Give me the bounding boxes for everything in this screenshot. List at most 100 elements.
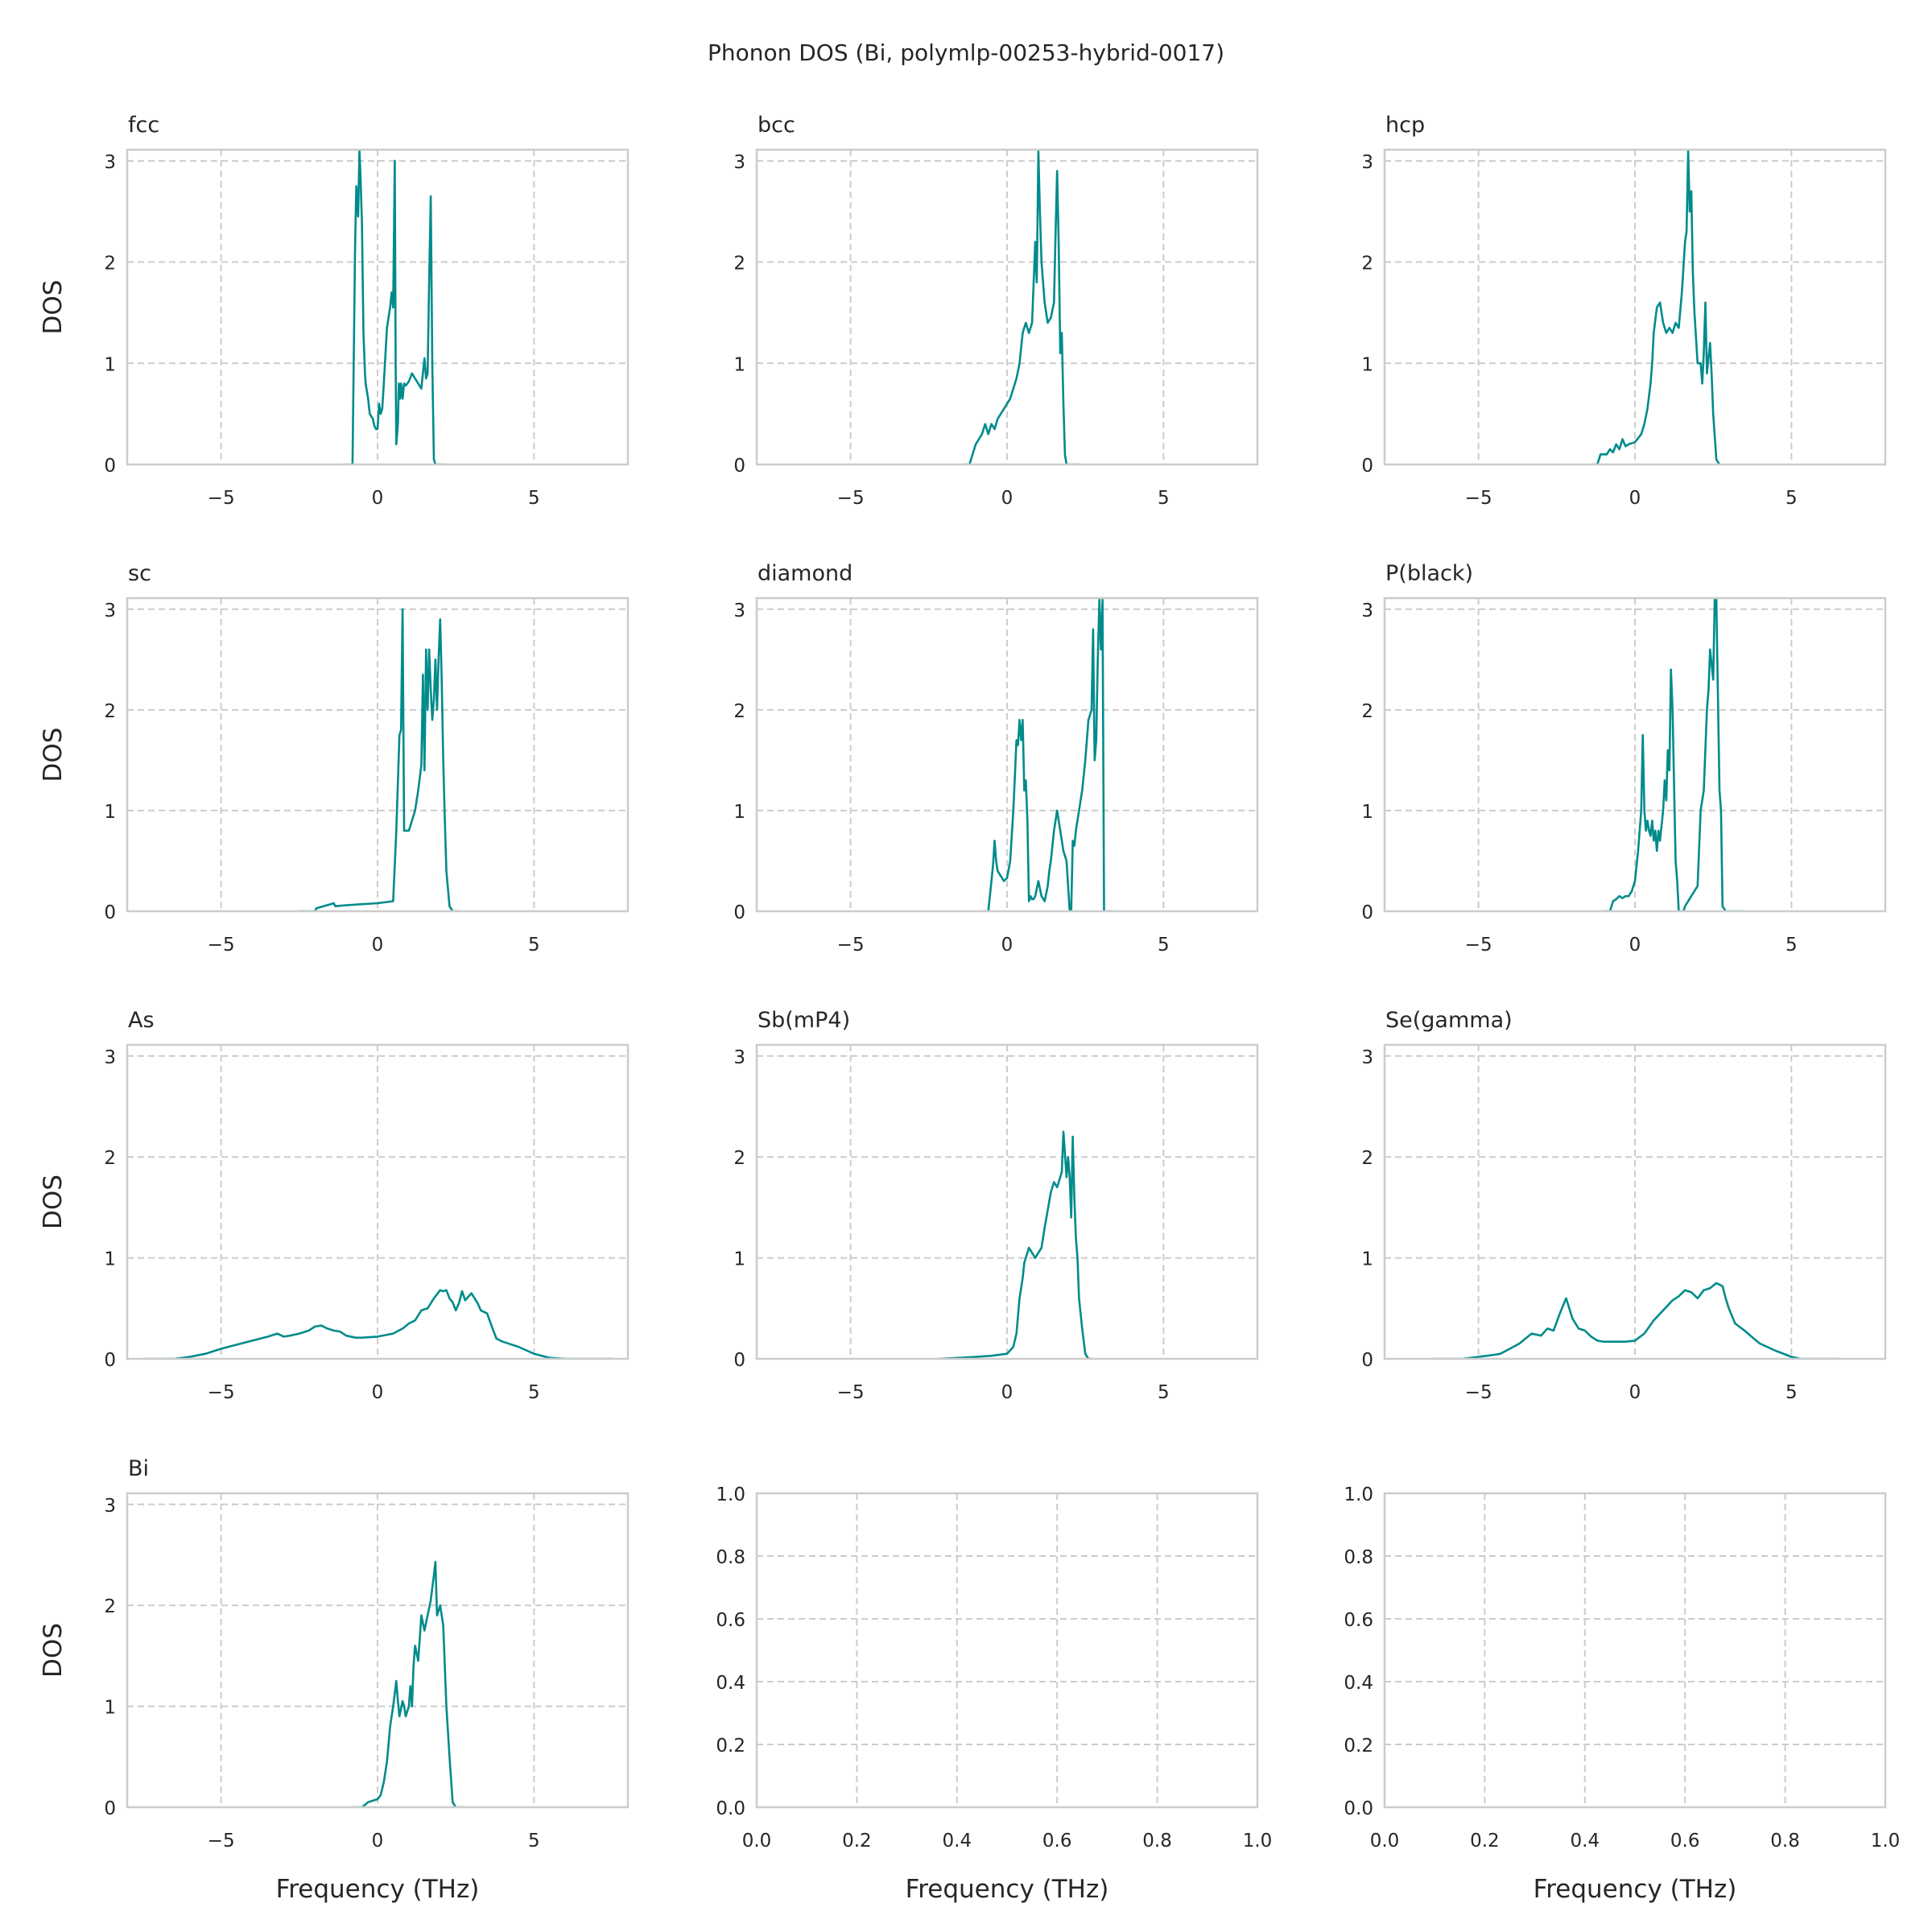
axes-frame [1383,597,1887,913]
y-tick-label: 0.2 [716,1736,745,1757]
x-tick-label: 0 [372,1382,384,1403]
y-tick-label: 3 [104,1496,116,1517]
y-tick-label: 1.0 [716,1484,745,1505]
x-tick-label: 1.0 [1243,1831,1273,1852]
x-tick-label: −5 [208,935,235,956]
y-tick-label: 0.0 [1344,1798,1373,1819]
x-tick-label: −5 [837,488,865,509]
y-tick-label: 3 [104,1047,116,1068]
y-tick-label: 0.8 [716,1547,745,1568]
x-axis-label: Frequency (THz) [906,1875,1109,1904]
y-tick-label: 0 [104,1798,116,1819]
x-tick-label: 5 [1785,488,1798,509]
axes-frame [755,148,1259,466]
subplot-bi: −5 0 5 0 1 2 3 Bi DOS Frequency (THz) [39,1456,630,1904]
x-tick-label: 5 [1158,935,1170,956]
x-tick-label: −5 [837,1382,865,1403]
y-axis-label: DOS [39,1623,68,1678]
x-tick-label: 0.2 [842,1831,872,1852]
axes-frame [755,597,1259,913]
y-tick-label: 1 [733,802,745,823]
y-tick-label: 2 [1361,254,1373,275]
x-tick-label: −5 [208,1831,235,1852]
axes-frame [1383,1043,1887,1360]
x-tick-label: 0 [372,488,384,509]
axes-frame [755,1043,1259,1360]
y-tick-label: 0.4 [1344,1673,1373,1694]
x-tick-label: 5 [528,935,540,956]
x-tick-label: 5 [528,488,540,509]
x-tick-label: −5 [1465,488,1492,509]
subplot-bcc: −5 0 5 0 1 2 3 bcc [733,113,1259,509]
x-tick-label: 0 [1001,488,1013,509]
y-axis-label: DOS [39,728,68,782]
subplot-sb-mp4: −5 0 5 0 1 2 3 Sb(mP4) [733,1008,1259,1403]
y-tick-label: 2 [733,1148,745,1169]
y-tick-label: 0.2 [1344,1736,1373,1757]
y-tick-label: 0 [1361,902,1373,923]
subplot-title: As [128,1008,155,1033]
subplot-title: Se(gamma) [1385,1008,1513,1033]
y-tick-label: 0.8 [1344,1547,1373,1568]
x-tick-label: −5 [208,1382,235,1403]
x-tick-label: −5 [208,488,235,509]
subplot-fcc: −5 0 5 0 1 2 3 fcc DOS [39,113,630,509]
x-tick-label: 0.0 [1370,1831,1400,1852]
y-tick-label: 0 [733,1350,745,1371]
axes-frame [755,1492,1259,1809]
x-tick-label: 0 [1629,488,1641,509]
x-tick-label: 5 [1158,1382,1170,1403]
y-tick-label: 0 [104,456,116,477]
x-tick-label: 0.4 [943,1831,972,1852]
y-tick-label: 0.6 [716,1610,745,1631]
x-tick-label: 0.0 [742,1831,772,1852]
y-tick-label: 0 [104,1350,116,1371]
subplot-title: Bi [128,1456,149,1481]
y-tick-label: 1.0 [1344,1484,1373,1505]
dos-curve [299,608,460,911]
y-tick-label: 3 [104,152,116,173]
subplot-p-black: −5 0 5 0 1 2 3 P(black) [1361,561,1887,956]
x-tick-label: 5 [528,1382,540,1403]
x-tick-label: 0 [372,1831,384,1852]
dos-curve [963,150,1080,464]
y-tick-label: 2 [733,701,745,722]
figure-suptitle: Phonon DOS (Bi, polymlp-00253-hybrid-001… [708,39,1224,66]
y-tick-label: 0.0 [716,1798,745,1819]
dos-curve [938,1130,1092,1359]
y-tick-label: 3 [1361,152,1373,173]
y-tick-label: 3 [733,152,745,173]
y-tick-label: 2 [104,701,116,722]
y-tick-label: 1 [1361,354,1373,375]
x-tick-label: 0 [1001,935,1013,956]
subplot-title: hcp [1385,113,1425,138]
x-tick-label: 0.4 [1571,1831,1600,1852]
y-tick-label: 3 [733,1047,745,1068]
dos-curve [1604,598,1745,911]
x-tick-label: 0.6 [1042,1831,1072,1852]
y-tick-label: 1 [1361,802,1373,823]
x-tick-label: 5 [1785,1382,1798,1403]
subplot-title: sc [128,561,151,586]
subplot-title: Sb(mP4) [758,1008,850,1033]
x-tick-label: 0.8 [1142,1831,1172,1852]
y-tick-label: 3 [104,601,116,621]
y-tick-label: 2 [733,254,745,275]
subplot-title: P(black) [1385,561,1473,586]
dos-curve [343,150,447,464]
y-axis-label: DOS [39,280,68,335]
y-tick-label: 1 [104,802,116,823]
x-axis-label: Frequency (THz) [1534,1875,1737,1904]
axes-frame [126,148,630,466]
x-tick-label: −5 [1465,935,1492,956]
axes-frame [126,597,630,913]
y-tick-label: 0 [1361,456,1373,477]
subplot-grid: −5 0 5 0 1 2 3 fcc DOS −5 0 5 0 1 2 3 bcc −5 0 5 0 1 2 3 hcp −5 0 5… [39,113,1900,1904]
dos-curve [352,1561,465,1807]
y-tick-label: 1 [733,354,745,375]
x-tick-label: −5 [1465,1382,1492,1403]
x-tick-label: 0 [1001,1382,1013,1403]
y-tick-label: 0.4 [716,1673,745,1694]
